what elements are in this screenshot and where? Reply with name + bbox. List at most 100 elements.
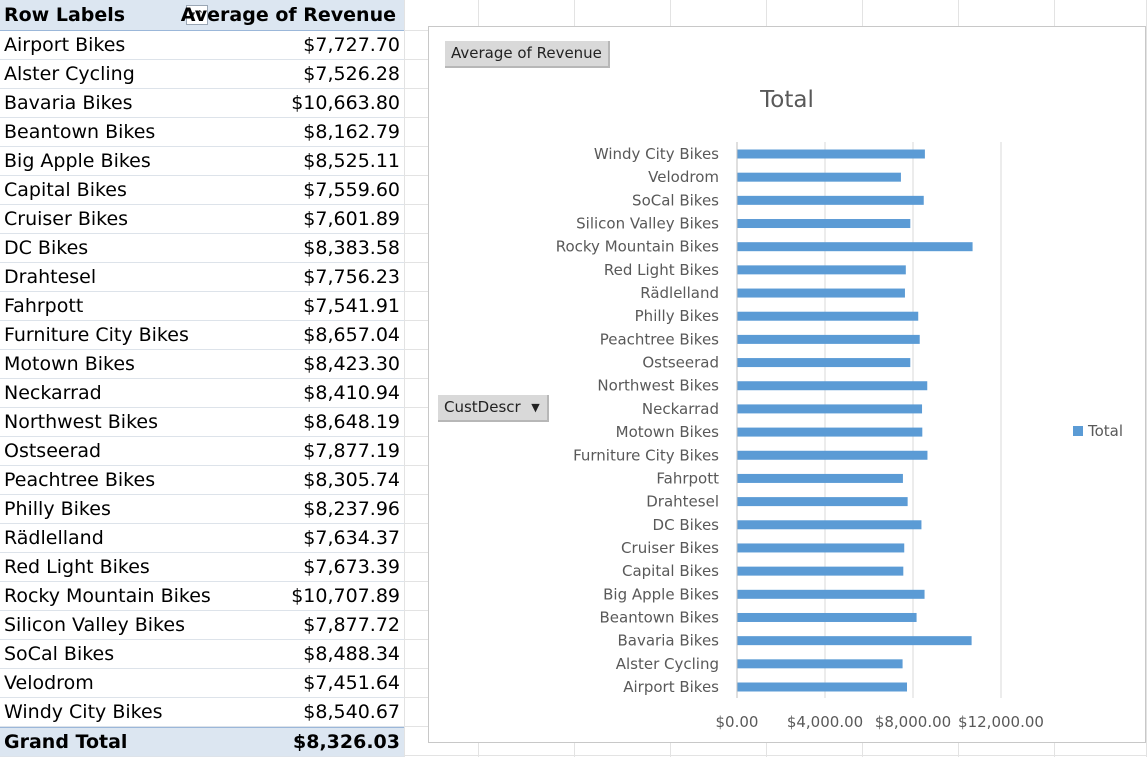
grand-total-row[interactable]: Grand Total $8,326.03 xyxy=(0,727,404,757)
pivot-row[interactable]: Big Apple Bikes $8,525.11 xyxy=(0,147,404,176)
pivot-row[interactable]: Beantown Bikes $8,162.79 xyxy=(0,118,404,147)
y-category-label: Big Apple Bikes xyxy=(603,585,719,603)
bar[interactable] xyxy=(737,497,908,507)
pivot-row[interactable]: Alster Cycling $7,526.28 xyxy=(0,60,404,89)
pivot-row[interactable]: Capital Bikes $7,559.60 xyxy=(0,176,404,205)
pivot-row-label: Airport Bikes xyxy=(4,34,126,56)
filter-sort-dropdown-icon[interactable]: ▾↑ xyxy=(186,5,208,25)
pivot-row-label: Philly Bikes xyxy=(4,498,111,520)
y-category-label: Cruiser Bikes xyxy=(621,539,719,557)
pivot-chart[interactable]: $0.00 $4,000.00 $8,000.00 $12,000.00 Airport… xyxy=(428,26,1146,743)
pivot-row-value: $7,559.60 xyxy=(303,179,400,201)
bar[interactable] xyxy=(737,659,903,669)
y-category-label: Neckarrad xyxy=(642,400,719,418)
pivot-row[interactable]: Motown Bikes $8,423.30 xyxy=(0,350,404,379)
pivot-row[interactable]: DC Bikes $8,383.58 xyxy=(0,234,404,263)
value-field-button[interactable]: Average of Revenue xyxy=(445,41,610,68)
pivot-row[interactable]: Ostseerad $7,877.19 xyxy=(0,437,404,466)
pivot-row[interactable]: Rocky Mountain Bikes $10,707.89 xyxy=(0,582,404,611)
pivot-row-label: Rocky Mountain Bikes xyxy=(4,585,211,607)
bar[interactable] xyxy=(737,172,901,182)
y-category-label: Windy City Bikes xyxy=(594,145,719,163)
bar[interactable] xyxy=(737,219,911,229)
pivot-row[interactable]: Drahtesel $7,756.23 xyxy=(0,263,404,292)
x-tick-label: $12,000.00 xyxy=(958,713,1044,731)
pivot-row[interactable]: Windy City Bikes $8,540.67 xyxy=(0,698,404,727)
y-category-label: Fahrpott xyxy=(656,469,719,487)
pivot-row-value: $7,541.91 xyxy=(303,295,400,317)
bar[interactable] xyxy=(737,612,917,622)
y-category-label: SoCal Bikes xyxy=(632,191,719,209)
bar[interactable] xyxy=(737,636,972,646)
pivot-row-label: Rädlelland xyxy=(4,527,104,549)
pivot-row-label: Red Light Bikes xyxy=(4,556,150,578)
bar[interactable] xyxy=(737,311,919,321)
pivot-row-value: $7,601.89 xyxy=(303,208,400,230)
chart-legend: Total xyxy=(1073,422,1123,440)
pivot-table: Row Labels ▾↑ Average of Revenue Airport… xyxy=(0,0,404,757)
y-category-label: Red Light Bikes xyxy=(604,261,719,279)
pivot-row[interactable]: Bavaria Bikes $10,663.80 xyxy=(0,89,404,118)
bar[interactable] xyxy=(737,358,911,368)
pivot-row-value: $8,410.94 xyxy=(303,382,400,404)
chart-title: Total xyxy=(760,87,814,113)
pivot-row[interactable]: Philly Bikes $8,237.96 xyxy=(0,495,404,524)
pivot-row[interactable]: Furniture City Bikes $8,657.04 xyxy=(0,321,404,350)
bar[interactable] xyxy=(737,450,928,460)
chevron-down-icon[interactable]: ▼ xyxy=(531,401,540,414)
pivot-row[interactable]: Cruiser Bikes $7,601.89 xyxy=(0,205,404,234)
bar[interactable] xyxy=(737,543,905,553)
y-category-label: Philly Bikes xyxy=(635,307,720,325)
pivot-row-value: $7,727.70 xyxy=(303,34,400,56)
pivot-row-value: $8,657.04 xyxy=(303,324,400,346)
pivot-row-value: $7,451.64 xyxy=(303,672,400,694)
pivot-row-label: Velodrom xyxy=(4,672,94,694)
y-category-label: Peachtree Bikes xyxy=(600,330,719,348)
y-category-label: Airport Bikes xyxy=(623,678,719,696)
pivot-row-label: Beantown Bikes xyxy=(4,121,156,143)
pivot-row[interactable]: Peachtree Bikes $8,305.74 xyxy=(0,466,404,495)
bar[interactable] xyxy=(737,566,904,576)
pivot-row[interactable]: Velodrom $7,451.64 xyxy=(0,669,404,698)
pivot-row-label: DC Bikes xyxy=(4,237,89,259)
x-tick-label: $4,000.00 xyxy=(787,713,863,731)
pivot-row-label: Capital Bikes xyxy=(4,179,127,201)
pivot-row[interactable]: Silicon Valley Bikes $7,877.72 xyxy=(0,611,404,640)
bar[interactable] xyxy=(737,242,973,252)
pivot-row-value: $8,525.11 xyxy=(303,150,400,172)
bar[interactable] xyxy=(737,473,903,483)
bar[interactable] xyxy=(737,334,920,344)
axis-field-button[interactable]: CustDescr ▼ xyxy=(438,395,549,422)
bar[interactable] xyxy=(737,149,925,159)
bar[interactable] xyxy=(737,265,906,275)
grid-row-line xyxy=(404,755,1147,756)
y-category-label: Motown Bikes xyxy=(616,423,720,441)
pivot-row[interactable]: Red Light Bikes $7,673.39 xyxy=(0,553,404,582)
pivot-row[interactable]: Fahrpott $7,541.91 xyxy=(0,292,404,321)
pivot-row[interactable]: Neckarrad $8,410.94 xyxy=(0,379,404,408)
pivot-row-label: Alster Cycling xyxy=(4,63,135,85)
pivot-row[interactable]: Rädlelland $7,634.37 xyxy=(0,524,404,553)
pivot-row[interactable]: Airport Bikes $7,727.70 xyxy=(0,31,404,60)
y-category-label: Ostseerad xyxy=(642,354,719,372)
bar[interactable] xyxy=(737,381,928,391)
pivot-row-value: $7,877.19 xyxy=(303,440,400,462)
pivot-row[interactable]: SoCal Bikes $8,488.34 xyxy=(0,640,404,669)
bar[interactable] xyxy=(737,427,923,437)
bar[interactable] xyxy=(737,589,925,599)
bar[interactable] xyxy=(737,195,924,205)
y-category-label: Bavaria Bikes xyxy=(618,632,720,650)
row-labels-header[interactable]: Row Labels xyxy=(4,4,126,26)
y-category-label: Northwest Bikes xyxy=(597,377,719,395)
pivot-row-value: $7,756.23 xyxy=(303,266,400,288)
bar[interactable] xyxy=(737,682,908,692)
bar[interactable] xyxy=(737,288,905,298)
pivot-row[interactable]: Northwest Bikes $8,648.19 xyxy=(0,408,404,437)
average-of-revenue-header[interactable]: Average of Revenue xyxy=(180,4,396,26)
pivot-row-label: Ostseerad xyxy=(4,440,102,462)
y-category-label: Capital Bikes xyxy=(622,562,719,580)
pivot-row-value: $7,877.72 xyxy=(303,614,400,636)
y-category-label: Alster Cycling xyxy=(616,655,719,673)
bar[interactable] xyxy=(737,520,922,530)
bar[interactable] xyxy=(737,404,923,414)
